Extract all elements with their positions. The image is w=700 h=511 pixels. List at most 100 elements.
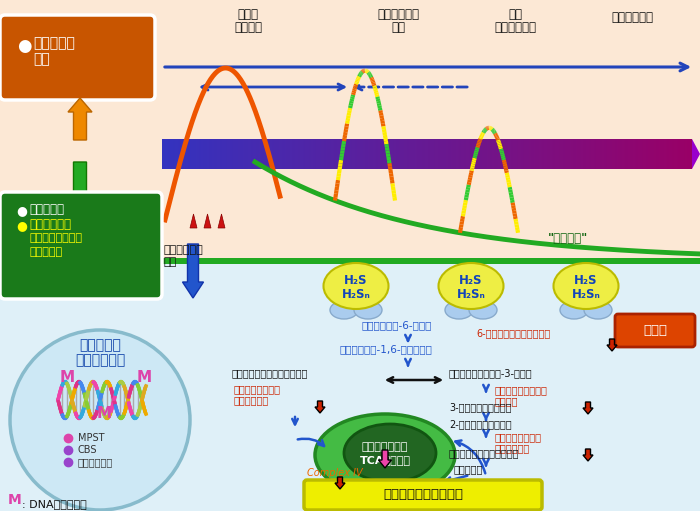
Text: キナーゼ: キナーゼ xyxy=(495,396,519,406)
Bar xyxy=(573,139,574,169)
Polygon shape xyxy=(218,214,225,228)
Bar xyxy=(558,139,559,169)
Bar xyxy=(368,139,369,169)
Bar xyxy=(472,139,473,169)
Bar xyxy=(344,139,345,169)
Bar xyxy=(604,139,605,169)
Bar xyxy=(225,139,226,169)
Bar xyxy=(351,139,352,169)
Bar xyxy=(682,139,683,169)
Bar xyxy=(334,139,335,169)
Bar xyxy=(180,139,181,169)
FancyArrow shape xyxy=(607,339,617,351)
Bar xyxy=(638,139,639,169)
FancyArrow shape xyxy=(335,477,345,489)
Bar xyxy=(325,139,326,169)
Bar xyxy=(356,139,357,169)
Bar xyxy=(300,139,301,169)
Bar xyxy=(446,139,447,169)
Bar xyxy=(392,139,393,169)
Bar xyxy=(660,139,661,169)
Bar xyxy=(398,139,399,169)
Bar xyxy=(501,139,502,169)
Bar xyxy=(445,139,446,169)
Bar xyxy=(466,139,467,169)
Text: 3-ホスホグリセリン酸: 3-ホスホグリセリン酸 xyxy=(449,402,512,412)
Bar xyxy=(619,139,620,169)
Text: Complex IV: Complex IV xyxy=(307,468,363,478)
Bar xyxy=(348,139,349,169)
Circle shape xyxy=(10,330,190,510)
Bar xyxy=(541,139,542,169)
Bar xyxy=(260,139,261,169)
Bar xyxy=(288,139,289,169)
Bar xyxy=(314,139,315,169)
FancyArrow shape xyxy=(183,244,204,298)
Bar xyxy=(525,139,526,169)
Bar xyxy=(302,139,303,169)
Bar xyxy=(421,139,422,169)
Bar xyxy=(307,139,308,169)
Text: M: M xyxy=(60,370,75,385)
Bar xyxy=(565,139,566,169)
Text: 2-ホスホグリセリン酸: 2-ホスホグリセリン酸 xyxy=(449,419,512,429)
Bar xyxy=(358,139,359,169)
Bar xyxy=(658,139,659,169)
Bar xyxy=(181,139,182,169)
Bar xyxy=(543,139,544,169)
Bar xyxy=(527,139,528,169)
Bar xyxy=(535,139,536,169)
Bar xyxy=(170,139,171,169)
Bar xyxy=(426,139,427,169)
Bar xyxy=(336,139,337,169)
Bar xyxy=(284,139,285,169)
Bar xyxy=(628,139,629,169)
Bar xyxy=(433,139,434,169)
Bar xyxy=(494,139,495,169)
Bar xyxy=(435,139,436,169)
Bar xyxy=(321,139,322,169)
Text: 慢性・残遺期: 慢性・残遺期 xyxy=(611,11,653,24)
Bar xyxy=(287,139,288,169)
Bar xyxy=(674,139,675,169)
Bar xyxy=(189,139,190,169)
Bar xyxy=(373,139,374,169)
Bar xyxy=(516,139,517,169)
Bar xyxy=(526,139,527,169)
Text: ストレス（イオウ: ストレス（イオウ xyxy=(29,233,82,243)
Bar xyxy=(376,139,377,169)
Text: ホスホピルビン酸: ホスホピルビン酸 xyxy=(495,432,542,442)
Bar xyxy=(425,139,426,169)
Bar xyxy=(309,139,310,169)
Bar xyxy=(520,139,521,169)
Bar xyxy=(271,139,272,169)
Bar xyxy=(241,139,242,169)
Bar xyxy=(514,139,515,169)
Bar xyxy=(471,139,472,169)
Bar xyxy=(640,139,641,169)
Bar xyxy=(642,139,643,169)
Bar xyxy=(652,139,653,169)
Bar xyxy=(211,139,212,169)
Bar xyxy=(303,139,304,169)
FancyBboxPatch shape xyxy=(304,480,542,510)
Bar xyxy=(686,139,687,169)
Bar xyxy=(596,139,597,169)
Bar xyxy=(176,139,177,169)
Bar xyxy=(362,139,363,169)
Text: ティック変化: ティック変化 xyxy=(75,353,125,367)
Bar xyxy=(204,139,205,169)
Bar xyxy=(530,139,531,169)
FancyArrow shape xyxy=(315,401,325,413)
Bar xyxy=(183,139,184,169)
Text: 胎児期: 胎児期 xyxy=(237,8,258,21)
Bar xyxy=(552,139,553,169)
Bar xyxy=(590,139,591,169)
Bar xyxy=(423,139,424,169)
Bar xyxy=(687,139,688,169)
Bar xyxy=(655,139,656,169)
Text: 発症: 発症 xyxy=(391,21,405,34)
Bar xyxy=(437,139,438,169)
Bar xyxy=(498,139,499,169)
Bar xyxy=(453,139,454,169)
